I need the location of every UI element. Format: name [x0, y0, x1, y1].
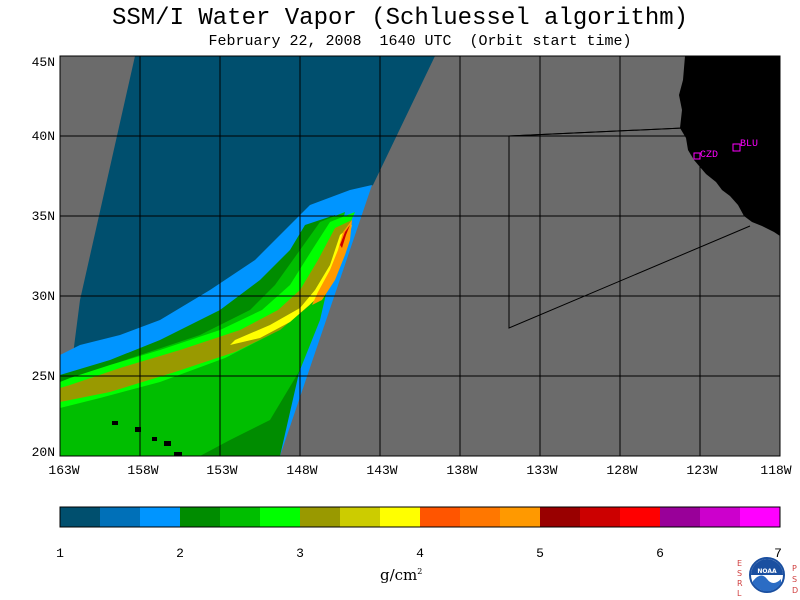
- station-blu-label: BLU: [740, 139, 758, 150]
- lon-label: 138W: [446, 463, 477, 478]
- logo-letter: E: [737, 559, 742, 568]
- colorbar-tick-label: 4: [416, 546, 424, 561]
- station-markers: CZD BLU: [693, 139, 758, 161]
- lon-label: 128W: [606, 463, 637, 478]
- colorbar-tick-label: 5: [536, 546, 544, 561]
- colorbar-swatch: [340, 507, 381, 527]
- swath-red: [340, 225, 350, 248]
- map-area: CZD BLU: [60, 56, 780, 456]
- units-exponent: 2: [417, 567, 423, 576]
- esrl-psd-noaa-logo: E S R L P S D NOAA: [735, 553, 799, 599]
- chart-title: SSM/I Water Vapor (Schluessel algorithm): [111, 5, 689, 32]
- station-blu-marker: [732, 143, 741, 152]
- lat-label: 30N: [32, 289, 55, 304]
- swath-lime: [60, 212, 355, 408]
- grid-lines: [60, 56, 780, 456]
- colorbar-tick-label: 2: [176, 546, 184, 561]
- logo-letter: L: [737, 589, 742, 598]
- colorbar-swatch: [260, 507, 301, 527]
- lon-label: 158W: [127, 463, 158, 478]
- lat-label: 35N: [32, 209, 55, 224]
- lat-label: 25N: [32, 369, 55, 384]
- logo-letter: D: [792, 586, 798, 595]
- swath-olive: [60, 220, 352, 402]
- logo-letter: P: [792, 564, 797, 573]
- colorbar-tick-label: 1: [56, 546, 64, 561]
- logo-letter: S: [792, 575, 797, 584]
- north-america-land: [679, 56, 780, 236]
- hawaii-islands: [112, 421, 182, 456]
- noaa-logo-icon: E S R L P S D NOAA: [737, 557, 798, 598]
- color-scale-frame: [59, 506, 781, 528]
- colorbar-swatch: [740, 507, 781, 527]
- logo-letter: S: [737, 569, 742, 578]
- color-scale-bar: [60, 507, 781, 527]
- units-text: g/cm: [380, 566, 418, 584]
- colorbar-swatch: [620, 507, 661, 527]
- colorbar-swatch: [140, 507, 181, 527]
- station-czd-marker: [693, 152, 701, 160]
- colorbar-swatch: [700, 507, 741, 527]
- colorbar-swatch: [300, 507, 341, 527]
- lon-label: 163W: [48, 463, 79, 478]
- colorbar-swatch: [180, 507, 221, 527]
- colorbar-swatch: [60, 507, 101, 527]
- colorbar-tick-label: 6: [656, 546, 664, 561]
- colorbar-swatch: [540, 507, 581, 527]
- latitude-labels: 45N 40N 35N 30N 25N 20N: [32, 55, 55, 460]
- track-path: [508, 127, 751, 329]
- colorbar-tick-label: 3: [296, 546, 304, 561]
- lon-label: 118W: [760, 463, 791, 478]
- color-scale-ticks: 1 2 3 4 5 6 7: [56, 546, 782, 561]
- colorbar-swatch: [460, 507, 501, 527]
- chart-subtitle: February 22, 2008 1640 UTC (Orbit start …: [208, 33, 632, 50]
- colorbar-swatch: [500, 507, 541, 527]
- lon-label: 133W: [526, 463, 557, 478]
- swath-green: [60, 212, 345, 456]
- logo-badge-text: NOAA: [757, 568, 777, 575]
- colorbar-swatch: [580, 507, 621, 527]
- longitude-labels: 163W 158W 153W 148W 143W 138W 133W 128W …: [48, 463, 791, 478]
- logo-letter: R: [737, 579, 743, 588]
- station-czd-label: CZD: [700, 150, 718, 161]
- lat-label: 20N: [32, 445, 55, 460]
- colorbar-swatch: [100, 507, 141, 527]
- colorbar-swatch: [380, 507, 421, 527]
- lat-label: 45N: [32, 55, 55, 70]
- colorbar-swatch: [420, 507, 461, 527]
- swath-yellow: [230, 225, 352, 345]
- colorbar-swatch: [660, 507, 701, 527]
- swath-dark-blue: [60, 56, 435, 456]
- colorbar-tick-label: 7: [774, 546, 782, 561]
- lon-label: 143W: [366, 463, 397, 478]
- colorbar-units: g/cm2: [380, 566, 422, 584]
- colorbar-swatch: [220, 507, 261, 527]
- lon-label: 123W: [686, 463, 717, 478]
- lon-label: 153W: [206, 463, 237, 478]
- lon-label: 148W: [286, 463, 317, 478]
- lat-label: 40N: [32, 129, 55, 144]
- map-frame: [59, 55, 781, 457]
